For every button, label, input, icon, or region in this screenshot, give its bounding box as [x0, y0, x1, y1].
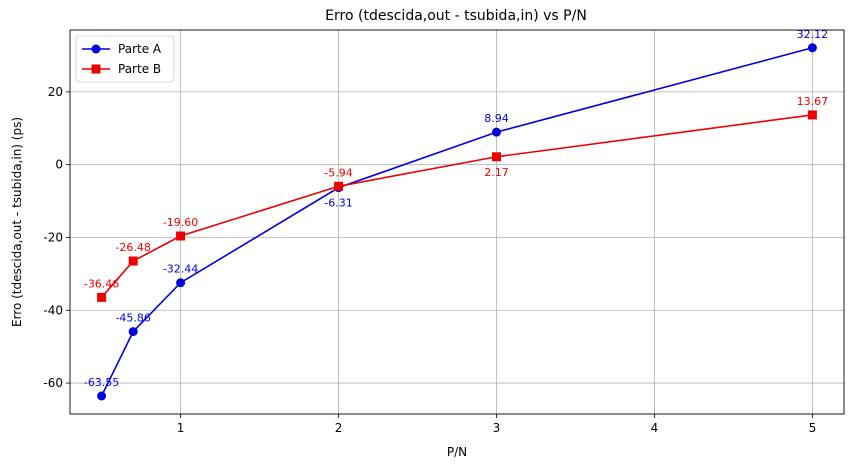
y-axis-label: Erro (tdescida,out - tsubida,in) (ps) [10, 117, 24, 327]
axis-ticks: 1 2 3 4 5 -60 -40 -20 0 20 [43, 85, 816, 435]
parte-b-data-label: 13.67 [797, 95, 829, 108]
legend-parte-b-label: Parte B [118, 62, 161, 76]
y-tick-label: 20 [48, 85, 63, 99]
legend-parte-a-marker [91, 44, 101, 54]
legend: Parte A Parte B [75, 35, 175, 83]
y-tick-label: -20 [43, 230, 63, 244]
parte-b-line [100, 114, 813, 298]
parte-a-data-label: 32.12 [797, 28, 829, 41]
series-lines [97, 43, 817, 401]
parte-b-point [176, 231, 186, 241]
data-labels: -63.55 -45.86 -32.44 -6.31 8.94 32.12 -36.46 -2… [84, 28, 828, 389]
x-tick-label: 4 [651, 421, 659, 435]
parte-a-line [100, 46, 813, 397]
parte-b-data-label: -5.94 [324, 166, 352, 179]
parte-b-point [334, 181, 344, 191]
parte-a-point [97, 391, 107, 401]
x-tick-label: 5 [809, 421, 817, 435]
parte-b-point [128, 256, 138, 266]
parte-a-point [807, 43, 817, 53]
y-tick-label: 0 [55, 158, 63, 172]
parte-a-data-label: -45.86 [115, 312, 150, 325]
parte-a-point [176, 278, 186, 288]
grid [70, 30, 844, 414]
parte-a-data-label: -63.55 [84, 376, 119, 389]
parte-a-point [491, 127, 501, 137]
parte-b-data-label: 2.17 [484, 166, 509, 179]
parte-b-data-label: -19.60 [163, 216, 198, 229]
parte-b-data-label: -36.46 [84, 277, 119, 290]
legend-parte-b-marker [91, 64, 101, 74]
parte-b-point [97, 292, 107, 302]
parte-b-data-label: -26.48 [115, 241, 150, 254]
parte-b-point [491, 152, 501, 162]
chart-title: Erro (tdescida,out - tsubida,in) vs P/N [325, 8, 587, 24]
x-tick-label: 1 [177, 421, 185, 435]
parte-a-data-label: 8.94 [484, 112, 509, 125]
parte-b-point [807, 110, 817, 120]
x-tick-label: 2 [335, 421, 343, 435]
parte-a-data-label: -32.44 [163, 263, 198, 276]
x-tick-label: 3 [493, 421, 501, 435]
x-axis-label: P/N [447, 445, 467, 459]
parte-a-point [128, 327, 138, 337]
y-tick-label: -40 [43, 303, 63, 317]
parte-a-data-label: -6.31 [324, 197, 352, 210]
y-tick-label: -60 [43, 376, 63, 390]
plot-frame [69, 29, 845, 415]
legend-parte-a-label: Parte A [118, 42, 162, 56]
